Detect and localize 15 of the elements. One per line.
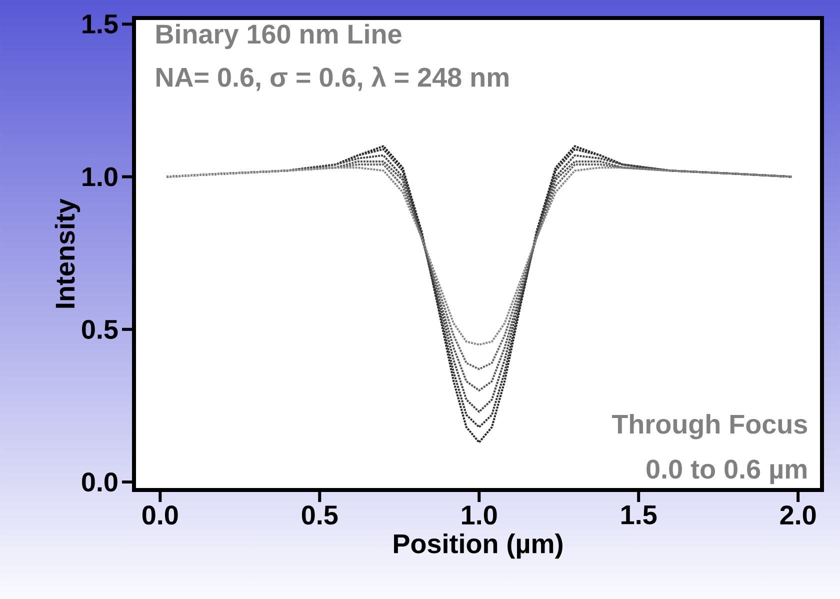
y-axis-title: Intensity [54, 198, 80, 308]
annotation: Binary 160 nm Line [156, 24, 402, 50]
x-tick-label: 2.0 [780, 506, 816, 525]
x-axis-title: Position (µm) [394, 533, 562, 559]
y-tick-label: 0.5 [82, 320, 118, 339]
x-tick-label: 0.5 [302, 506, 338, 525]
y-tick-label: 1.5 [82, 14, 118, 34]
y-tick-label: 0.0 [82, 472, 118, 492]
x-tick-label: 0.0 [142, 506, 178, 525]
annotation: Through Focus [612, 414, 808, 440]
annotation: NA= 0.6, σ = 0.6, λ = 248 nm [156, 66, 508, 91]
x-tick-label: 1.5 [622, 506, 657, 524]
annotation: 0.0 to 0.6 µm [646, 460, 806, 484]
y-tick-label: 1.0 [82, 167, 118, 186]
x-tick-label: 1.0 [462, 506, 497, 525]
